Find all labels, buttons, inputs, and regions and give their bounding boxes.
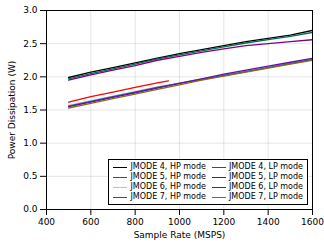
svg-text:1.5: 1.5 bbox=[23, 105, 37, 115]
svg-text:400: 400 bbox=[38, 217, 55, 227]
html-text:JMODE 7, LP mode: JMODE 7, LP mode bbox=[229, 192, 303, 201]
svg-text:1600: 1600 bbox=[301, 217, 324, 227]
svg-text:1000: 1000 bbox=[168, 217, 191, 227]
svg-text:800: 800 bbox=[127, 217, 144, 227]
svg-text:0.5: 0.5 bbox=[23, 171, 37, 181]
html-text:JMODE 5, LP mode: JMODE 5, LP mode bbox=[229, 172, 303, 181]
html-text:JMODE 7, HP mode: JMODE 7, HP mode bbox=[130, 192, 206, 201]
svg-text:2.5: 2.5 bbox=[23, 39, 37, 49]
html-text:JMODE 6, LP mode: JMODE 6, LP mode bbox=[229, 182, 303, 191]
svg-text:1200: 1200 bbox=[212, 217, 235, 227]
svg-text:0.0: 0.0 bbox=[23, 204, 38, 214]
html-text:JMODE 4, LP mode: JMODE 4, LP mode bbox=[229, 162, 303, 171]
svg-text:600: 600 bbox=[82, 217, 99, 227]
svg-text:1.0: 1.0 bbox=[23, 138, 38, 148]
html-text:JMODE 5, HP mode: JMODE 5, HP mode bbox=[130, 172, 206, 181]
svg-text:Power Dissipation (W): Power Dissipation (W) bbox=[7, 61, 17, 160]
html-text:JMODE 6, HP mode: JMODE 6, HP mode bbox=[130, 182, 206, 191]
svg-text:3.0: 3.0 bbox=[23, 5, 38, 15]
svg-text:Sample Rate (MSPS): Sample Rate (MSPS) bbox=[134, 230, 226, 240]
svg-text:1400: 1400 bbox=[257, 217, 280, 227]
html-text:JMODE 4, HP mode: JMODE 4, HP mode bbox=[130, 162, 206, 171]
svg-text:2.0: 2.0 bbox=[23, 72, 38, 82]
